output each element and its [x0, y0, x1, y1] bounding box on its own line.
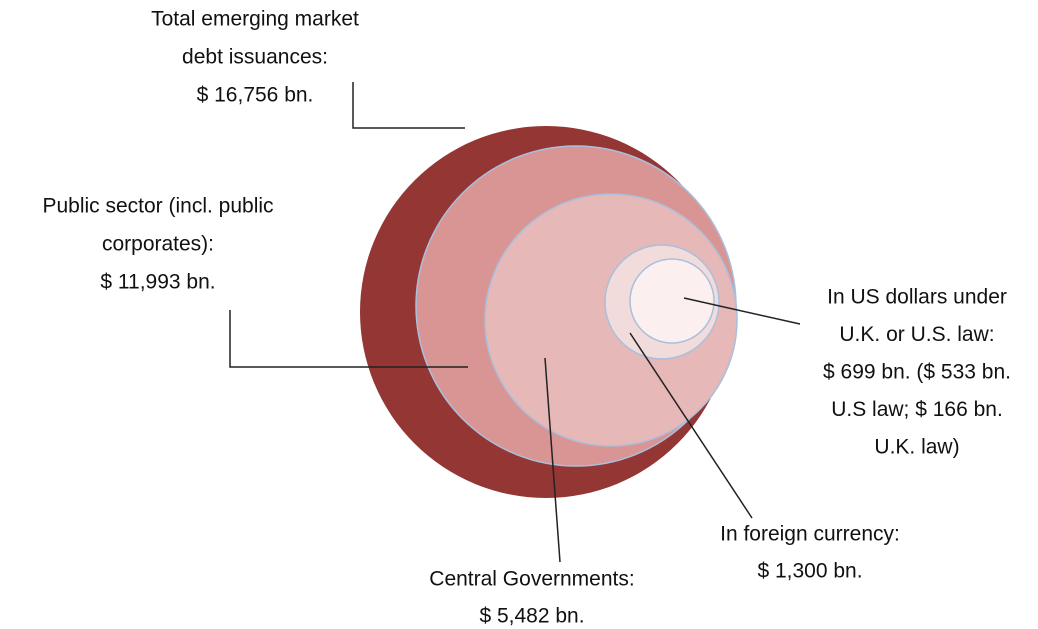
- leader-line: [629, 332, 753, 519]
- label-line: In foreign currency:: [720, 523, 900, 546]
- label-line: $ 1,300 bn.: [757, 560, 862, 583]
- label-line: $ 5,482 bn.: [479, 605, 584, 628]
- labels: Total emerging market debt issuances: $ 16…: [42, 8, 1011, 628]
- label-line: Central Governments:: [429, 568, 634, 591]
- label-line: $ 699 bn. ($ 533 bn.: [823, 361, 1011, 384]
- label-line: corporates):: [102, 233, 214, 256]
- leader-line: [544, 357, 561, 563]
- label-line: U.K. or U.S. law:: [839, 323, 994, 346]
- label-line: $ 11,993 bn.: [100, 271, 215, 294]
- us-dollar-circle: [629, 258, 715, 344]
- label-line: Public sector (incl. public: [42, 195, 273, 218]
- label-line: debt issuances:: [182, 46, 328, 69]
- leader-line: [683, 297, 801, 325]
- label-line: In US dollars under: [827, 286, 1007, 309]
- leader-line: [352, 82, 465, 129]
- label-line: U.S law; $ 166 bn.: [831, 398, 1003, 421]
- label-line: U.K. law): [874, 436, 959, 459]
- label-line: $ 16,756 bn.: [197, 84, 314, 107]
- label-line: Total emerging market: [151, 8, 359, 31]
- leader-line: [229, 310, 468, 368]
